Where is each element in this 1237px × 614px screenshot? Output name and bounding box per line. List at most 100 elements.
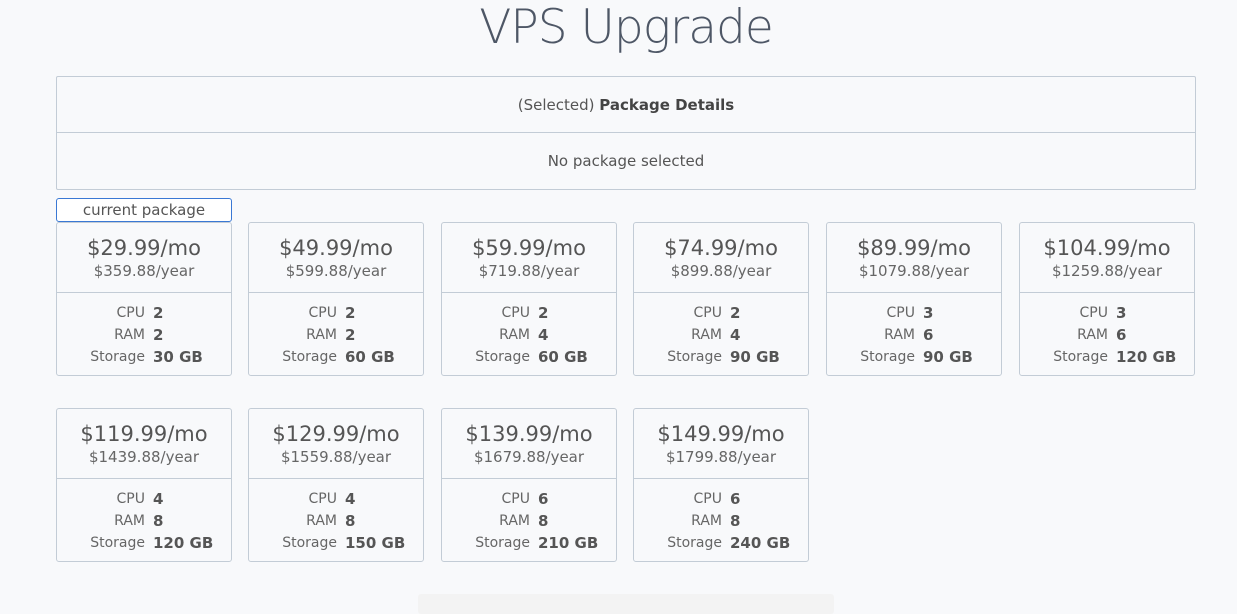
yearly-price: $599.88/year [285, 262, 387, 280]
spec-label: CPU [693, 305, 722, 321]
spec-storage: Storage 240 GB [634, 532, 808, 554]
spec-label: CPU [116, 305, 145, 321]
package-specs: CPU 2 RAM 4 Storage 90 GB [634, 293, 808, 368]
spec-value: 6 [730, 490, 741, 508]
package-specs: CPU 3 RAM 6 Storage 120 GB [1020, 293, 1194, 368]
yearly-price: $1559.88/year [280, 448, 392, 466]
spec-label: CPU [501, 491, 530, 507]
spec-value: 3 [923, 304, 934, 322]
spec-label: CPU [308, 305, 337, 321]
spec-storage: Storage 90 GB [634, 346, 808, 368]
spec-cpu: CPU 2 [57, 302, 231, 324]
yearly-price: $1679.88/year [473, 448, 585, 466]
spec-value: 8 [153, 512, 164, 530]
spec-storage: Storage 90 GB [827, 346, 1001, 368]
spec-label: RAM [1077, 327, 1108, 343]
package-specs: CPU 6 RAM 8 Storage 210 GB [442, 479, 616, 554]
spec-label: Storage [475, 349, 530, 365]
yearly-price: $899.88/year [670, 262, 772, 280]
monthly-price: $129.99/mo [272, 422, 400, 446]
spec-value: 60 GB [538, 348, 588, 366]
package-card[interactable]: $89.99/mo $1079.88/year CPU 3 RAM 6 Storage 90 … [826, 222, 1002, 376]
package-specs: CPU 4 RAM 8 Storage 150 GB [249, 479, 423, 554]
spec-storage: Storage 120 GB [57, 532, 231, 554]
spec-label: Storage [90, 349, 145, 365]
current-package-badge: current package [56, 198, 232, 222]
spec-value: 210 GB [538, 534, 599, 552]
spec-value: 6 [1116, 326, 1127, 344]
spec-label: Storage [860, 349, 915, 365]
yearly-price: $1079.88/year [858, 262, 970, 280]
package-price: $149.99/mo $1799.88/year [634, 409, 808, 479]
spec-value: 2 [153, 304, 164, 322]
spec-value: 2 [538, 304, 549, 322]
package-card[interactable]: $129.99/mo $1559.88/year CPU 4 RAM 8 Storage 15… [248, 408, 424, 562]
spec-ram: RAM 8 [442, 510, 616, 532]
monthly-price: $139.99/mo [465, 422, 593, 446]
spec-value: 30 GB [153, 348, 203, 366]
spec-label: Storage [282, 535, 337, 551]
package-card[interactable]: $139.99/mo $1679.88/year CPU 6 RAM 8 Storage 21… [441, 408, 617, 562]
spec-value: 4 [153, 490, 164, 508]
yearly-price: $1259.88/year [1051, 262, 1163, 280]
page-title: VPS Upgrade [479, 0, 774, 55]
spec-storage: Storage 120 GB [1020, 346, 1194, 368]
spec-label: RAM [306, 513, 337, 529]
package-card[interactable]: $74.99/mo $899.88/year CPU 2 RAM 4 Storage 90 G… [633, 222, 809, 376]
package-specs: CPU 3 RAM 6 Storage 90 GB [827, 293, 1001, 368]
yearly-price: $1799.88/year [665, 448, 777, 466]
spec-label: RAM [884, 327, 915, 343]
spec-ram: RAM 4 [442, 324, 616, 346]
spec-label: RAM [499, 513, 530, 529]
yearly-price: $359.88/year [93, 262, 195, 280]
spec-value: 8 [730, 512, 741, 530]
spec-ram: RAM 8 [249, 510, 423, 532]
spec-value: 2 [345, 304, 356, 322]
spec-cpu: CPU 2 [442, 302, 616, 324]
monthly-price: $89.99/mo [857, 236, 971, 260]
spec-value: 120 GB [153, 534, 214, 552]
spec-label: Storage [282, 349, 337, 365]
package-price: $74.99/mo $899.88/year [634, 223, 808, 293]
spec-ram: RAM 2 [249, 324, 423, 346]
spec-value: 4 [538, 326, 549, 344]
monthly-price: $149.99/mo [657, 422, 785, 446]
spec-ram: RAM 2 [57, 324, 231, 346]
package-price: $104.99/mo $1259.88/year [1020, 223, 1194, 293]
monthly-price: $49.99/mo [279, 236, 393, 260]
spec-label: RAM [114, 513, 145, 529]
package-specs: CPU 2 RAM 2 Storage 30 GB [57, 293, 231, 368]
spec-cpu: CPU 4 [249, 488, 423, 510]
spec-value: 2 [153, 326, 164, 344]
package-price: $119.99/mo $1439.88/year [57, 409, 231, 479]
spec-label: CPU [693, 491, 722, 507]
spec-label: CPU [116, 491, 145, 507]
package-price: $29.99/mo $359.88/year [57, 223, 231, 293]
spec-value: 4 [345, 490, 356, 508]
spec-value: 8 [345, 512, 356, 530]
package-card[interactable]: $149.99/mo $1799.88/year CPU 6 RAM 8 Storage 24… [633, 408, 809, 562]
spec-label: Storage [475, 535, 530, 551]
monthly-price: $119.99/mo [80, 422, 208, 446]
details-header-prefix: (Selected) [517, 95, 595, 114]
details-header-title: Package Details [599, 95, 735, 114]
spec-value: 240 GB [730, 534, 791, 552]
spec-cpu: CPU 3 [827, 302, 1001, 324]
spec-value: 8 [538, 512, 549, 530]
yearly-price: $719.88/year [478, 262, 580, 280]
yearly-price: $1439.88/year [88, 448, 200, 466]
package-details-panel: (Selected) Package Details No package se… [56, 76, 1196, 190]
package-card[interactable]: $119.99/mo $1439.88/year CPU 4 RAM 8 Storage 12… [56, 408, 232, 562]
package-card[interactable]: $29.99/mo $359.88/year CPU 2 RAM 2 Storage 30 G… [56, 222, 232, 376]
monthly-price: $74.99/mo [664, 236, 778, 260]
package-card[interactable]: $59.99/mo $719.88/year CPU 2 RAM 4 Storage 60 G… [441, 222, 617, 376]
bottom-panel [418, 594, 834, 614]
package-price: $129.99/mo $1559.88/year [249, 409, 423, 479]
spec-ram: RAM 6 [1020, 324, 1194, 346]
spec-label: RAM [306, 327, 337, 343]
package-card[interactable]: $104.99/mo $1259.88/year CPU 3 RAM 6 Storage 12… [1019, 222, 1195, 376]
package-card[interactable]: $49.99/mo $599.88/year CPU 2 RAM 2 Storage 60 G… [248, 222, 424, 376]
spec-value: 150 GB [345, 534, 406, 552]
spec-cpu: CPU 6 [634, 488, 808, 510]
spec-label: CPU [1079, 305, 1108, 321]
